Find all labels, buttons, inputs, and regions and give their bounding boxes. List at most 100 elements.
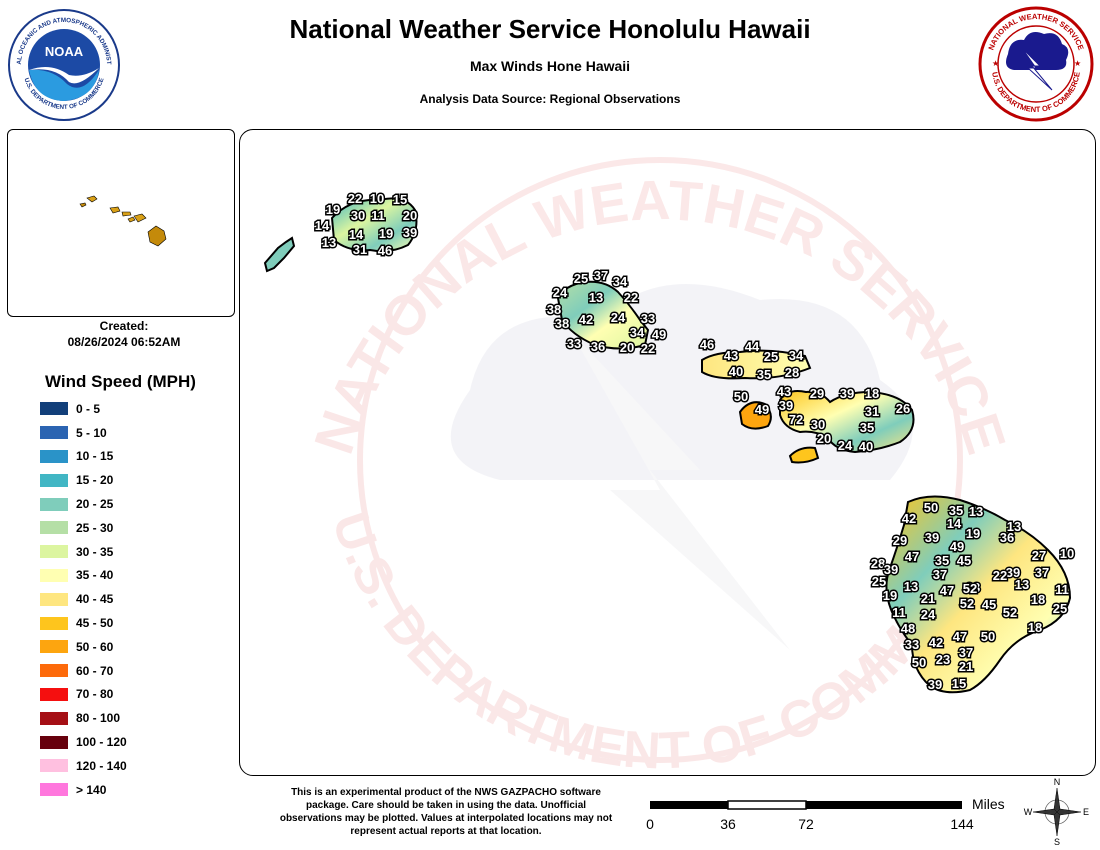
island-maui — [779, 390, 915, 454]
station-wind-label: 19 — [883, 588, 897, 603]
legend-swatch — [40, 497, 68, 511]
station-wind-label: 19 — [326, 202, 340, 217]
station-wind-label: 46 — [700, 337, 714, 352]
scale-tick-3: 144 — [950, 816, 974, 832]
legend-label: 35 - 40 — [76, 568, 114, 583]
station-wind-label: 13 — [1015, 577, 1029, 592]
station-wind-label: 14 — [315, 218, 330, 233]
disclaimer-text: This is an experimental product of the N… — [279, 787, 613, 837]
legend-swatch — [40, 759, 68, 773]
legend-item: 120 - 140 — [40, 754, 127, 778]
station-wind-label: 18 — [1028, 620, 1042, 635]
station-wind-label: 24 — [553, 285, 568, 300]
station-wind-label: 13 — [1007, 519, 1021, 534]
legend-item: 100 - 120 — [40, 730, 127, 754]
station-wind-label: 31 — [353, 242, 367, 257]
legend-swatch — [40, 664, 68, 678]
legend-label: 5 - 10 — [76, 425, 107, 440]
station-wind-label: 33 — [567, 336, 581, 351]
station-wind-label: 22 — [624, 290, 638, 305]
created-label: Created: — [99, 319, 149, 333]
legend-label: 45 - 50 — [76, 616, 114, 631]
map-subtitle: Max Winds Hone Hawaii — [469, 58, 631, 74]
station-wind-label: 25 — [764, 349, 778, 364]
station-wind-label: 36 — [591, 339, 605, 354]
station-wind-label: 14 — [349, 227, 364, 242]
noaa-center-text: NOAA — [45, 44, 84, 59]
station-wind-label: 47 — [905, 549, 919, 564]
station-wind-label: 30 — [811, 417, 825, 432]
station-wind-label: 49 — [755, 402, 769, 417]
island-hawaii — [885, 495, 1072, 694]
station-wind-label: 10 — [1060, 546, 1074, 561]
compass-s: S — [1054, 837, 1060, 847]
station-wind-label: 26 — [896, 401, 910, 416]
station-wind-label: 38 — [555, 316, 569, 331]
station-wind-label: 22 — [348, 191, 362, 206]
legend-label: 60 - 70 — [76, 663, 114, 678]
station-wind-label: 33 — [641, 311, 655, 326]
legend-label: 25 - 30 — [76, 520, 114, 535]
station-wind-label: 39 — [925, 530, 939, 545]
legend-label: 30 - 35 — [76, 544, 114, 559]
station-wind-label: 21 — [921, 591, 935, 606]
station-wind-label: 29 — [810, 386, 824, 401]
nws-logo: NATIONAL WEATHER SERVICE U.S. DEPARTMENT… — [978, 6, 1094, 122]
station-wind-label: 25 — [1053, 601, 1067, 616]
station-wind-label: 39 — [884, 562, 898, 577]
station-wind-label: 23 — [966, 580, 980, 595]
compass-e: E — [1083, 807, 1089, 817]
station-wind-label: 37 — [933, 567, 947, 582]
station-wind-label: 39 — [928, 677, 942, 692]
legend-swatch — [40, 545, 68, 559]
legend-swatch — [40, 735, 68, 749]
legend-label: 120 - 140 — [76, 758, 127, 773]
station-wind-label: 37 — [594, 268, 608, 283]
inset-islands — [79, 195, 167, 247]
station-wind-label: 29 — [893, 533, 907, 548]
station-wind-label: 39 — [840, 386, 854, 401]
legend-label: 40 - 45 — [76, 592, 114, 607]
legend-item: 10 - 15 — [40, 445, 127, 469]
station-wind-label: 31 — [865, 404, 879, 419]
station-wind-label: 35 — [757, 367, 771, 382]
legend-label: 0 - 5 — [76, 401, 101, 416]
station-wind-label: 18 — [1031, 592, 1045, 607]
station-wind-label: 35 — [860, 420, 874, 435]
legend-item: 5 - 10 — [40, 421, 127, 445]
legend-swatch — [40, 592, 68, 606]
legend-title: Wind Speed (MPH) — [45, 372, 196, 391]
station-wind-label: 34 — [630, 325, 645, 340]
legend-swatch — [40, 616, 68, 630]
station-wind-label: 48 — [901, 621, 915, 636]
created-block: Created: 08/26/2024 06:52AM — [0, 318, 248, 350]
legend-swatch — [40, 426, 68, 440]
station-wind-label: 35 — [949, 503, 963, 518]
locator-inset-map — [7, 129, 235, 317]
station-wind-label: 37 — [959, 645, 973, 660]
compass-n: N — [1054, 777, 1061, 787]
legend-label: 50 - 60 — [76, 639, 114, 654]
legend-label: 15 - 20 — [76, 473, 114, 488]
legend-item: 0 - 5 — [40, 397, 127, 421]
station-wind-label: 36 — [1000, 530, 1014, 545]
station-wind-label: 15 — [952, 676, 966, 691]
station-wind-label: 49 — [652, 327, 666, 342]
station-wind-label: 15 — [393, 192, 407, 207]
station-wind-label: 50 — [981, 629, 995, 644]
station-wind-label: 13 — [322, 235, 336, 250]
station-wind-label: 42 — [902, 511, 916, 526]
island-kauai — [330, 197, 418, 253]
noaa-logo: NATIONAL OCEANIC AND ATMOSPHERIC ADMINIS… — [7, 8, 120, 121]
map-title: National Weather Service Honolulu Hawaii — [289, 14, 811, 44]
station-wind-label: 19 — [966, 526, 980, 541]
scale-bar: 0 36 72 144 — [646, 800, 974, 832]
station-wind-label: 47 — [940, 583, 954, 598]
station-wind-label: 21 — [959, 659, 973, 674]
station-wind-label: 22 — [993, 568, 1007, 583]
station-wind-label: 45 — [982, 597, 996, 612]
legend-item: 25 - 30 — [40, 516, 127, 540]
station-wind-label: 24 — [611, 310, 626, 325]
station-wind-label: 13 — [969, 504, 983, 519]
